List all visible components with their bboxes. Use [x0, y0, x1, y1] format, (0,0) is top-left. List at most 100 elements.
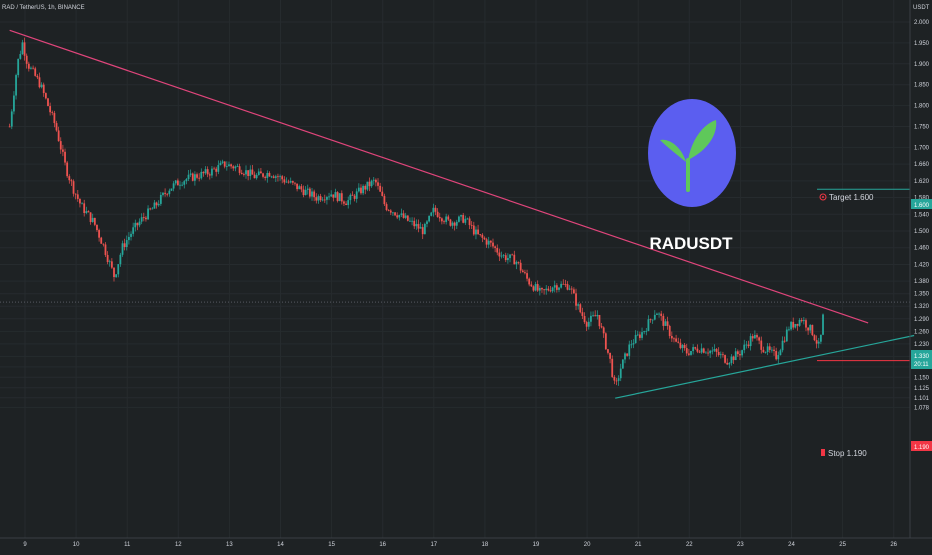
- candle-body: [753, 335, 756, 339]
- candle-body: [468, 218, 471, 226]
- candle-body: [515, 261, 518, 265]
- candle-body: [519, 262, 522, 271]
- candle-body: [364, 185, 367, 190]
- candle-body: [530, 284, 533, 287]
- candle-body: [334, 192, 337, 198]
- candle-body: [687, 353, 690, 355]
- candle-body: [238, 166, 241, 173]
- candle-body: [379, 185, 382, 192]
- candle-body: [743, 344, 746, 351]
- candle-body: [481, 234, 484, 238]
- price-tick-label: 1.540: [914, 212, 930, 218]
- price-tick-label: 1.380: [914, 279, 930, 285]
- candle-body: [449, 219, 452, 226]
- stop-price-badge: 1.190: [911, 441, 932, 451]
- candle-body: [707, 352, 709, 354]
- candle-body: [351, 194, 354, 196]
- candle-body: [587, 321, 590, 327]
- price-tick-label: 1.350: [914, 292, 930, 298]
- price-tick-label: 1.290: [914, 317, 930, 323]
- candle-body: [577, 304, 580, 306]
- candle-body: [722, 354, 724, 356]
- target-annotation[interactable]: Target 1.600: [819, 193, 874, 202]
- candle-body: [187, 174, 190, 180]
- candle-body: [758, 337, 761, 341]
- price-tick-label: 1.230: [914, 342, 930, 348]
- candle-body: [355, 191, 358, 199]
- candle-body: [17, 58, 20, 76]
- price-tick-label: 1.850: [914, 83, 930, 89]
- candle-body: [13, 95, 15, 112]
- price-tick-label: 1.125: [914, 386, 930, 392]
- candle-body: [536, 284, 539, 291]
- candle-body: [730, 356, 733, 364]
- candle-body: [447, 216, 450, 220]
- candle-body: [338, 193, 341, 202]
- stop-label: Stop 1.190: [828, 449, 867, 458]
- logo: [648, 99, 736, 207]
- candle-body: [185, 179, 188, 182]
- time-tick-label: 25: [839, 542, 846, 548]
- candle-body: [500, 255, 503, 257]
- candle-body: [764, 352, 767, 353]
- candle-body: [281, 176, 284, 180]
- price-tick-label: 1.750: [914, 125, 930, 131]
- candle-body: [492, 242, 494, 247]
- candle-body: [545, 288, 548, 291]
- candle-body: [138, 221, 141, 226]
- candle-body: [279, 176, 281, 178]
- candle-body: [632, 343, 635, 345]
- candle-body: [385, 204, 388, 210]
- candle-body: [634, 334, 637, 344]
- candle-body: [396, 215, 399, 218]
- candle-body: [477, 229, 479, 235]
- candle-body: [549, 290, 552, 292]
- candle-body: [315, 197, 318, 201]
- candle-body: [594, 315, 597, 317]
- candle-body: [475, 229, 477, 235]
- time-tick-label: 16: [379, 542, 386, 548]
- candle-body: [641, 332, 643, 338]
- candle-body: [234, 166, 237, 169]
- time-tick-label: 20: [584, 542, 591, 548]
- candle-body: [30, 67, 32, 69]
- candle-body: [25, 55, 28, 64]
- candle-body: [551, 287, 554, 292]
- candle-body: [253, 174, 256, 179]
- candle-body: [402, 213, 405, 218]
- candle-body: [155, 202, 158, 206]
- candle-body: [172, 183, 175, 189]
- candle-body: [117, 264, 120, 275]
- candle-body: [785, 329, 788, 342]
- quote-currency-label: USDT: [913, 5, 930, 11]
- candle-body: [251, 169, 254, 175]
- candle-body: [409, 220, 411, 222]
- price-tick-label: 1.260: [914, 329, 930, 335]
- candle-body: [198, 177, 201, 179]
- candle-body: [596, 314, 599, 317]
- candle-body: [389, 210, 392, 213]
- candle-body: [381, 191, 384, 196]
- candle-body: [59, 141, 62, 150]
- candle-body: [664, 321, 667, 326]
- candle-body: [660, 313, 663, 316]
- candle-body: [417, 223, 420, 229]
- candle-body: [392, 212, 394, 214]
- candle-body: [255, 174, 258, 179]
- stop-annotation[interactable]: Stop 1.190: [821, 449, 867, 458]
- time-axis[interactable]: 9 10 11 12 13 14 15 16 17 18 19 20 21 22 23 24 25 26: [23, 542, 897, 548]
- candle-body: [647, 319, 650, 331]
- candle-body: [10, 111, 13, 127]
- candle-body: [189, 173, 192, 175]
- candle-body: [651, 319, 654, 321]
- candle-body: [215, 168, 218, 172]
- candle-body: [191, 173, 194, 181]
- candle-body: [287, 181, 290, 183]
- candle-body: [543, 289, 545, 291]
- candle-body: [479, 234, 482, 235]
- candle-body: [106, 254, 109, 262]
- candle-body: [347, 200, 350, 206]
- candle-body: [102, 243, 105, 245]
